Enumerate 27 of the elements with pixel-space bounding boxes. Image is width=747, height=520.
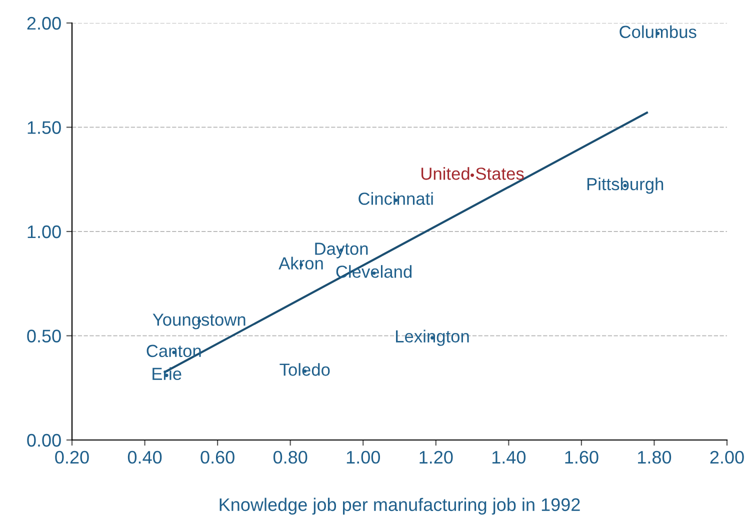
- x-tick-label: 1.60: [565, 450, 598, 464]
- x-tick-label: 1.40: [492, 450, 526, 464]
- y-tick-label: 0.00: [27, 434, 61, 447]
- annotation: Youngstown: [152, 314, 246, 330]
- annotation: Dayton: [315, 242, 368, 258]
- y-tick-label: 2.00: [27, 16, 61, 30]
- x-tick-label: 2.00: [710, 450, 744, 464]
- y-tick-label: 0.50: [27, 330, 61, 342]
- x-axis-title: Knowledge job per manufacturing job in 1992: [220, 498, 580, 515]
- annotation: Cincinnati: [358, 192, 433, 205]
- x-tick-label: 1.00: [346, 450, 380, 464]
- y-tick-label: 1.00: [28, 225, 61, 238]
- x-tick-label: 0.80: [273, 450, 308, 464]
- annotation: Lexington: [396, 330, 469, 346]
- annotation: Canton: [146, 344, 201, 358]
- annotation: Akron: [278, 256, 323, 270]
- annotation: Toledo: [280, 363, 330, 376]
- x-tick-label: 0.20: [55, 450, 89, 464]
- x-tick-label: 0.40: [128, 450, 162, 464]
- annotation: Columbus: [620, 25, 696, 38]
- y-tick-label: 1.50: [28, 121, 61, 134]
- point: [470, 173, 474, 177]
- x-tick-label: 1.20: [420, 450, 453, 464]
- x-tick-label: 0.60: [200, 450, 234, 464]
- annotation: Pittsburgh: [587, 178, 664, 194]
- annotation: United States: [422, 167, 524, 180]
- x-tick-label: 1.80: [638, 450, 672, 464]
